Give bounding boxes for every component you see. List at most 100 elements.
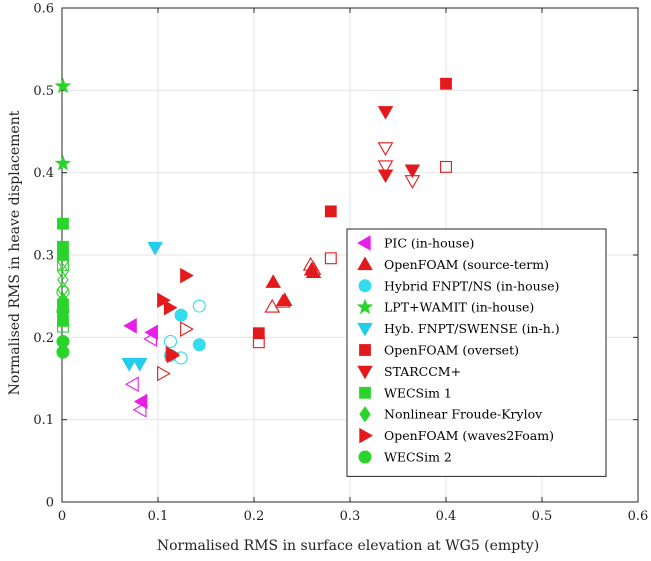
- x-tick-label: 0.5: [532, 509, 553, 524]
- series-3: [54, 77, 72, 171]
- x-tick-label: 0: [58, 509, 66, 524]
- legend-marker: [357, 322, 373, 337]
- data-point: [121, 358, 137, 372]
- axes: 0 0.1 0.2 0.3 0.4 0.5 0.6 0 0.1 0.2 0.3 0.4 0.5 0.6: [33, 2, 648, 525]
- data-point: [144, 324, 158, 341]
- series-0: [123, 318, 158, 418]
- data-point: [252, 327, 265, 340]
- data-point-open: [377, 160, 394, 175]
- data-point: [174, 308, 188, 322]
- x-tick-label: 0.3: [340, 509, 361, 524]
- data-point-open: [192, 299, 206, 313]
- data-point: [56, 304, 70, 318]
- legend-marker: [358, 279, 372, 293]
- data-point-open: [180, 321, 194, 337]
- data-point: [147, 241, 163, 256]
- data-point: [377, 169, 394, 184]
- y-tick-label: 0.6: [33, 2, 54, 17]
- data-point: [163, 299, 178, 316]
- data-point: [166, 347, 181, 364]
- series-5: [252, 77, 452, 349]
- legend-marker: [357, 235, 371, 251]
- legend: PIC (in-house) OpenFOAM (source-term) Hybr…: [346, 228, 607, 477]
- data-point-open: [157, 365, 171, 382]
- data-point-open: [56, 285, 70, 299]
- data-point: [192, 338, 206, 352]
- legend-marker: [357, 256, 373, 271]
- data-point: [324, 205, 337, 218]
- x-tick-label: 0.6: [628, 509, 649, 524]
- series-6: [377, 106, 421, 189]
- y-axis-label: Normalised RMS in heave displacement: [7, 110, 23, 395]
- series-9: [157, 267, 194, 382]
- data-point: [54, 77, 72, 94]
- y-tick-label: 0.5: [33, 84, 54, 99]
- legend-marker: [358, 450, 372, 464]
- series-4: [121, 241, 163, 372]
- data-point: [54, 154, 72, 171]
- legend-item: WECSim 1: [359, 385, 452, 400]
- data-point-open: [57, 271, 69, 288]
- legend-label: LPT+WAMIT (in-house): [384, 300, 534, 315]
- legend-item: OpenFOAM (source-term): [357, 256, 549, 272]
- data-point: [57, 217, 69, 230]
- legend-label: WECSim 2: [384, 450, 452, 465]
- data-point-open: [440, 160, 452, 173]
- data-points: [54, 77, 452, 418]
- data-point-open: [125, 376, 139, 393]
- x-tick-label: 0.1: [148, 509, 169, 524]
- data-point: [56, 345, 70, 359]
- legend-label: OpenFOAM (overset): [384, 343, 519, 358]
- x-tick-label: 0.4: [436, 509, 457, 524]
- legend-item: OpenFOAM (waves2Foam): [359, 427, 554, 444]
- data-point: [305, 264, 322, 278]
- legend-label: WECSim 1: [384, 385, 452, 400]
- legend-item: Hyb. FNPT/SWENSE (in-h.): [357, 321, 560, 337]
- y-tick-label: 0: [46, 496, 54, 511]
- y-tick-label: 0.4: [33, 166, 54, 181]
- legend-label: Hybrid FNPT/NS (in-house): [384, 278, 559, 293]
- legend-label: STARCCM+: [384, 364, 461, 379]
- data-point: [56, 334, 70, 348]
- legend-marker: [359, 386, 371, 399]
- legend-label: PIC (in-house): [384, 236, 474, 251]
- data-point: [180, 267, 194, 284]
- data-point: [440, 77, 452, 90]
- data-point: [276, 292, 293, 306]
- legend-label: OpenFOAM (waves2Foam): [384, 428, 554, 443]
- data-point-open: [163, 334, 178, 349]
- data-point-open: [377, 142, 394, 156]
- legend-item: Hybrid FNPT/NS (in-house): [358, 278, 559, 293]
- x-tick-label: 0.2: [244, 509, 265, 524]
- legend-item: Nonlinear Froude-Krylov: [359, 406, 543, 423]
- legend-label: OpenFOAM (source-term): [384, 257, 549, 272]
- data-point: [377, 106, 394, 120]
- data-point: [404, 164, 421, 179]
- legend-item: STARCCM+: [357, 364, 461, 380]
- legend-marker: [359, 406, 371, 423]
- data-point-open: [132, 401, 147, 418]
- data-point-open: [324, 252, 337, 265]
- legend-item: LPT+WAMIT (in-house): [356, 298, 534, 315]
- legend-marker: [356, 298, 374, 315]
- legend-marker: [359, 427, 373, 444]
- x-axis-label: Normalised RMS in surface elevation at W…: [157, 538, 539, 554]
- legend-item: OpenFOAM (overset): [359, 343, 519, 358]
- data-point: [157, 292, 171, 309]
- y-tick-label: 0.2: [33, 331, 54, 346]
- legend-marker: [359, 344, 371, 356]
- data-point-open: [264, 298, 281, 313]
- data-point-open: [57, 253, 69, 270]
- data-point: [133, 393, 148, 410]
- data-point: [131, 358, 148, 372]
- data-point-open: [57, 263, 69, 280]
- legend-label: Hyb. FNPT/SWENSE (in-h.): [384, 321, 560, 336]
- data-point: [265, 274, 281, 288]
- legend-item: PIC (in-house): [357, 235, 474, 251]
- y-tick-label: 0.1: [33, 413, 54, 428]
- legend-marker: [357, 365, 373, 380]
- legend-label: Nonlinear Froude-Krylov: [384, 407, 543, 422]
- series-10: [56, 285, 70, 359]
- series-1: [264, 256, 322, 313]
